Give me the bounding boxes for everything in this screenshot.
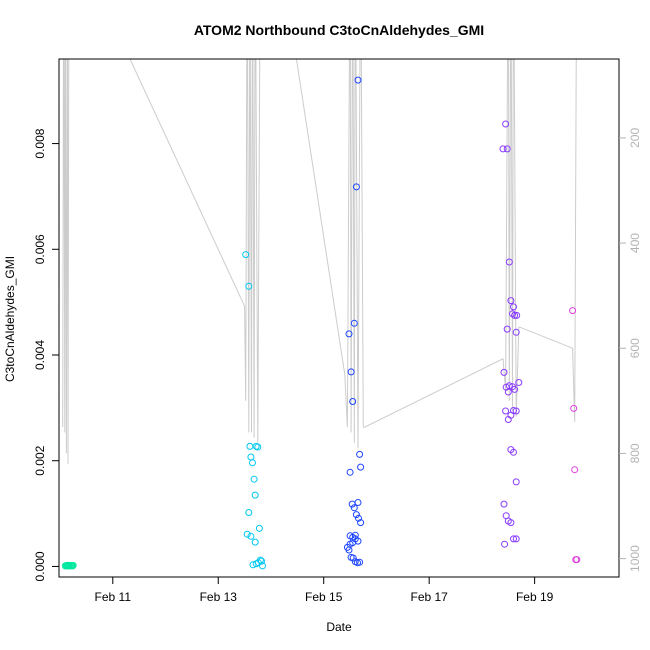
y-tick-label: 0.002 xyxy=(33,445,47,475)
data-point xyxy=(502,120,510,128)
data-point xyxy=(570,404,578,412)
secondary-series-line xyxy=(62,59,577,464)
data-point xyxy=(65,561,73,569)
data-point xyxy=(67,561,75,569)
x-tick-label: Feb 11 xyxy=(95,590,132,604)
data-point xyxy=(505,258,513,266)
data-point xyxy=(510,448,517,456)
data-point xyxy=(510,303,517,311)
data-point xyxy=(515,379,523,386)
data-point xyxy=(505,382,513,390)
data-point xyxy=(256,556,264,564)
data-point xyxy=(510,407,517,414)
data-point xyxy=(500,500,508,508)
data-point xyxy=(500,368,508,376)
data-point xyxy=(249,459,256,467)
data-point xyxy=(509,310,516,318)
x-axis-label: Date xyxy=(326,620,352,634)
data-point xyxy=(511,385,519,393)
data-point xyxy=(347,368,355,376)
axes-layer: Feb 11 Feb 13 Feb 15 Feb 17 Feb 19 0.000 0.002… xyxy=(33,128,642,604)
data-point xyxy=(354,76,362,84)
y2-tick-label: 400 xyxy=(628,233,642,253)
data-point xyxy=(69,561,77,569)
y2-tick-label: 600 xyxy=(628,338,642,358)
data-point xyxy=(349,554,357,562)
data-point xyxy=(356,450,364,458)
data-point xyxy=(504,416,512,423)
data-point xyxy=(501,540,509,548)
data-point xyxy=(245,509,253,516)
data-point xyxy=(255,524,263,532)
points-layer xyxy=(61,76,581,570)
data-point xyxy=(351,531,359,539)
x-tick-label: Feb 15 xyxy=(305,590,343,604)
data-point xyxy=(503,325,511,333)
data-point xyxy=(355,514,362,522)
data-point xyxy=(569,307,577,315)
data-point xyxy=(512,478,520,486)
data-point xyxy=(573,556,581,564)
data-point xyxy=(357,519,365,527)
data-point xyxy=(349,398,357,405)
data-point xyxy=(254,443,262,451)
data-point xyxy=(502,407,510,415)
x-tick-label: Feb 17 xyxy=(410,590,448,604)
data-point xyxy=(352,511,360,519)
y-tick-label: 0.008 xyxy=(33,128,47,158)
data-point xyxy=(356,558,364,566)
x-tick-label: Feb 13 xyxy=(200,590,238,604)
y-axis-label: C3toCnAldehydes_GMI xyxy=(3,256,17,382)
data-point xyxy=(507,297,515,305)
data-point xyxy=(571,466,579,474)
data-point xyxy=(510,535,517,543)
data-point xyxy=(354,499,362,506)
data-point xyxy=(513,311,521,319)
data-point xyxy=(352,183,360,191)
data-point xyxy=(251,538,259,546)
plot-frame xyxy=(58,58,620,578)
data-point xyxy=(512,407,520,415)
y-tick-label: 0.004 xyxy=(33,340,47,370)
data-point xyxy=(250,475,258,483)
y2-tick-label: 200 xyxy=(628,128,642,148)
data-point xyxy=(245,282,253,290)
data-point xyxy=(512,328,520,336)
data-point xyxy=(357,463,365,471)
y2-tick-label: 800 xyxy=(628,443,642,463)
chart-title: ATOM2 Northbound C3toCnAldehydes_GMI xyxy=(194,22,484,38)
data-point xyxy=(346,468,354,476)
data-point xyxy=(251,491,259,499)
y-tick-label: 0.000 xyxy=(33,551,47,581)
data-point xyxy=(350,504,358,512)
data-point xyxy=(512,535,520,543)
data-point xyxy=(511,311,519,319)
data-point xyxy=(345,330,353,338)
data-point xyxy=(507,519,515,527)
data-point xyxy=(350,319,358,327)
data-point xyxy=(349,539,357,547)
data-point xyxy=(503,145,511,153)
data-point xyxy=(242,251,250,259)
data-point xyxy=(243,530,251,538)
y-tick-label: 0.006 xyxy=(33,234,47,264)
data-point xyxy=(499,145,507,153)
x-tick-label: Feb 19 xyxy=(516,590,554,604)
y2-tick-label: 1000 xyxy=(628,545,642,572)
secondary-line-layer xyxy=(62,59,577,464)
data-point xyxy=(247,532,255,540)
